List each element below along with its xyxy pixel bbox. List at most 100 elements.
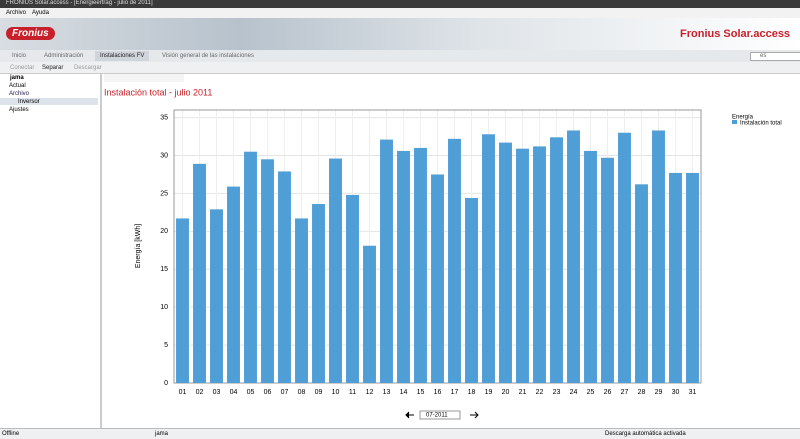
x-tick-label: 30 bbox=[672, 389, 680, 396]
bar bbox=[431, 174, 444, 383]
x-tick-label: 18 bbox=[468, 389, 476, 396]
bar bbox=[176, 218, 189, 383]
x-tick-label: 21 bbox=[519, 389, 527, 396]
bar bbox=[346, 194, 359, 383]
tree-selection bbox=[0, 98, 98, 105]
bar bbox=[414, 147, 427, 383]
bar bbox=[465, 197, 478, 383]
bar bbox=[669, 172, 682, 383]
tree-item[interactable]: jama bbox=[10, 75, 24, 81]
x-tick-label: 07 bbox=[281, 389, 289, 396]
bar bbox=[397, 150, 410, 383]
y-tick-label: 20 bbox=[160, 228, 168, 235]
x-tick-label: 04 bbox=[230, 389, 238, 396]
bar bbox=[601, 157, 614, 383]
toolbar-button[interactable]: Descargar bbox=[74, 65, 102, 71]
x-tick-label: 28 bbox=[638, 389, 646, 396]
x-tick-label: 16 bbox=[434, 389, 442, 396]
x-tick-label: 25 bbox=[587, 389, 595, 396]
bar bbox=[312, 204, 325, 383]
bar bbox=[295, 218, 308, 383]
x-tick-label: 08 bbox=[298, 389, 306, 396]
bar bbox=[533, 146, 546, 383]
x-tick-label: 23 bbox=[553, 389, 561, 396]
y-tick-label: 10 bbox=[160, 304, 168, 311]
toolbar-button[interactable]: Conectar bbox=[10, 65, 35, 71]
x-tick-label: 06 bbox=[264, 389, 272, 396]
x-tick-label: 24 bbox=[570, 389, 578, 396]
tree-item[interactable]: Ajustes bbox=[9, 107, 29, 113]
x-tick-label: 22 bbox=[536, 389, 544, 396]
toolbar: Conectar Separar Descargar bbox=[0, 62, 800, 74]
tab[interactable]: Inicio bbox=[12, 53, 27, 59]
x-tick-label: 09 bbox=[315, 389, 323, 396]
language-select[interactable]: es bbox=[750, 52, 800, 61]
x-tick-label: 15 bbox=[417, 389, 425, 396]
tab[interactable]: Instalaciones FV bbox=[95, 51, 150, 61]
y-tick-label: 25 bbox=[160, 190, 168, 197]
bar bbox=[261, 159, 274, 383]
tab[interactable]: Visión general de las instalaciones bbox=[162, 53, 254, 59]
bar bbox=[686, 172, 699, 383]
y-tick-label: 0 bbox=[164, 380, 168, 387]
bar bbox=[618, 132, 631, 383]
toolbar-button[interactable]: Separar bbox=[42, 65, 64, 71]
bar bbox=[380, 139, 393, 383]
status-text: Offline bbox=[2, 431, 20, 437]
chart-toolbar bbox=[104, 74, 184, 82]
menu-bar: Archivo Ayuda bbox=[0, 8, 800, 18]
bar bbox=[210, 209, 223, 383]
chart: Instalación total - julio 2011 Energía [… bbox=[104, 74, 782, 420]
bar bbox=[193, 163, 206, 383]
brand: Fronius Solar.access bbox=[680, 28, 791, 40]
status-text: jama bbox=[155, 431, 169, 437]
bar bbox=[244, 151, 257, 383]
bar bbox=[448, 138, 461, 383]
date-value: 07-2011 bbox=[426, 413, 448, 419]
y-tick-label: 35 bbox=[160, 114, 168, 121]
bar bbox=[567, 130, 580, 383]
y-tick-label: 15 bbox=[160, 266, 168, 273]
chart-title: Instalación total - julio 2011 bbox=[104, 87, 212, 97]
bar bbox=[227, 186, 240, 383]
banner: Fronius Fronius Solar.access bbox=[0, 18, 800, 50]
x-tick-label: 03 bbox=[213, 389, 221, 396]
x-tick-label: 02 bbox=[196, 389, 204, 396]
tree-panel: jama Actual Archivo Inversor Ajustes bbox=[0, 74, 102, 428]
status-text: Descarga automática activada bbox=[605, 431, 686, 437]
prev-button[interactable] bbox=[405, 411, 414, 419]
y-axis-label: Energía [kWh] bbox=[135, 224, 142, 268]
menu-item[interactable]: Archivo bbox=[6, 10, 27, 16]
tree-item[interactable]: Actual bbox=[9, 83, 26, 89]
tab-bar: Inicio Administración Instalaciones FV V… bbox=[0, 50, 800, 62]
menu-item[interactable]: Ayuda bbox=[32, 10, 49, 16]
x-tick-label: 29 bbox=[655, 389, 663, 396]
x-tick-label: 14 bbox=[400, 389, 408, 396]
x-tick-label: 27 bbox=[621, 389, 629, 396]
date-select[interactable] bbox=[419, 410, 461, 420]
bar bbox=[652, 130, 665, 383]
bar bbox=[482, 134, 495, 383]
bar bbox=[329, 158, 342, 383]
window-title: FRONIUS Solar.access - [Energieertrag - … bbox=[6, 0, 153, 6]
bar bbox=[635, 184, 648, 383]
bar bbox=[550, 137, 563, 383]
x-tick-label: 05 bbox=[247, 389, 255, 396]
tree-item[interactable]: Archivo bbox=[9, 91, 30, 97]
y-tick-label: 5 bbox=[164, 342, 168, 349]
tab[interactable]: Administración bbox=[44, 53, 84, 59]
x-tick-label: 11 bbox=[349, 389, 356, 396]
bar bbox=[499, 142, 512, 383]
bar bbox=[363, 245, 376, 383]
x-tick-label: 10 bbox=[332, 389, 340, 396]
x-tick-label: 01 bbox=[179, 389, 187, 396]
x-tick-label: 12 bbox=[366, 389, 374, 396]
next-button[interactable] bbox=[470, 411, 479, 419]
logo: Fronius bbox=[6, 27, 55, 40]
x-tick-label: 13 bbox=[383, 389, 391, 396]
tree-item[interactable]: Inversor bbox=[18, 99, 40, 105]
y-tick-label: 30 bbox=[160, 152, 168, 159]
x-tick-label: 31 bbox=[689, 389, 697, 396]
x-tick-label: 17 bbox=[451, 389, 459, 396]
